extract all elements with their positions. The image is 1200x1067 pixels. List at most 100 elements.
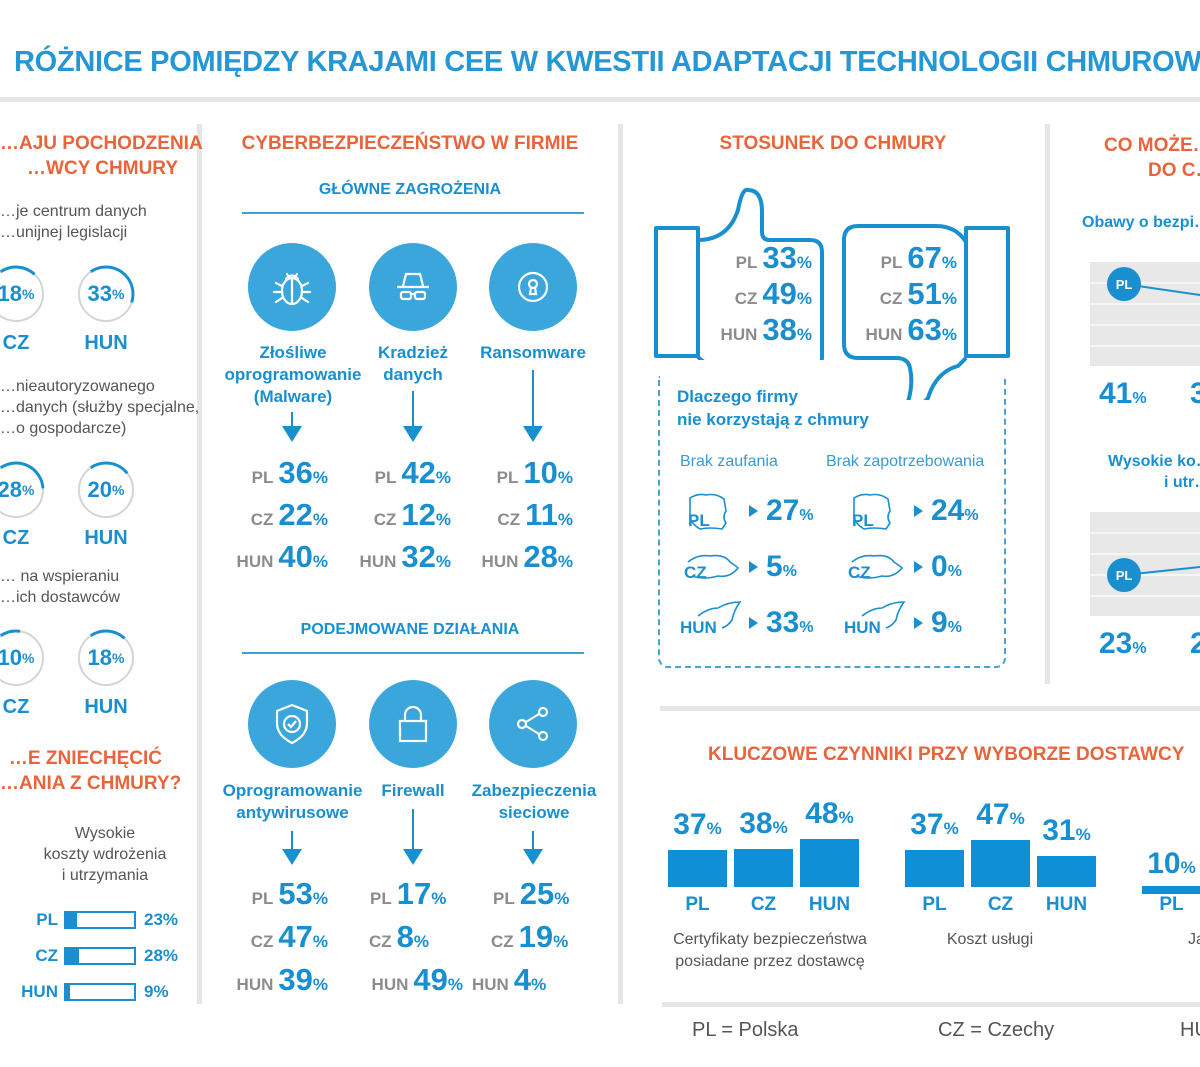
caption-line: posiadane przez dostawcę bbox=[675, 953, 865, 970]
stat-row: CZ 19% bbox=[455, 919, 573, 962]
stat-country: HUN bbox=[865, 325, 903, 344]
label-line: danych bbox=[383, 365, 443, 384]
stat-unit: % bbox=[435, 552, 451, 571]
bar-value: 48 bbox=[805, 797, 839, 830]
bar-unit: % bbox=[943, 819, 959, 838]
stat-unit: % bbox=[312, 552, 328, 571]
line-chart-bg bbox=[1090, 512, 1200, 616]
bar-pl bbox=[1142, 886, 1200, 894]
bar-value-label: 47% bbox=[961, 798, 1040, 832]
ring-arc bbox=[89, 629, 126, 640]
ring-unit: % bbox=[22, 286, 35, 302]
bar-group-caption: Ja… bbox=[1188, 929, 1200, 951]
bug-icon bbox=[248, 243, 336, 331]
ring-stat: 18% bbox=[76, 628, 136, 688]
country-label: CZ bbox=[2, 696, 30, 718]
why-value: 5% bbox=[749, 550, 797, 584]
arrow-shaft bbox=[412, 391, 414, 426]
ring-value: 18 bbox=[0, 281, 23, 306]
thumbs-down-icon bbox=[842, 224, 1010, 400]
stat-unit: % bbox=[413, 932, 430, 951]
ring-value: 18 bbox=[87, 645, 113, 670]
spy-icon bbox=[369, 243, 457, 331]
triangle-right-icon bbox=[749, 505, 758, 517]
data-point: PL bbox=[1107, 558, 1141, 592]
actions-title: PODEJMOWANE DZIAŁANIA bbox=[300, 621, 520, 638]
discourage-title: …E ZNIECHĘCIĆ …ANIA Z CHMURY? bbox=[0, 746, 181, 796]
origin-desc-2: …nieautoryzowanego …danych (służby specj… bbox=[0, 376, 199, 439]
page-title: RÓŻNICE POMIĘDZY KRAJAMI CEE W KWESTII A… bbox=[14, 46, 1200, 78]
bar-category-label: HUN bbox=[808, 894, 851, 915]
data-label: 41% bbox=[1099, 377, 1147, 411]
stat-value: 28 bbox=[523, 539, 558, 574]
line-chart bbox=[1123, 566, 1200, 576]
hbar-country: CZ bbox=[35, 946, 58, 965]
bar-category-label: PL bbox=[1159, 894, 1184, 915]
stat-row: PL 36% bbox=[210, 455, 328, 497]
ring-value: 28 bbox=[0, 477, 23, 502]
stat-country: PL bbox=[251, 889, 274, 908]
why-number: 5 bbox=[766, 550, 783, 583]
bar-category-label: CZ bbox=[750, 894, 777, 915]
stat-unit: % bbox=[557, 468, 573, 487]
arrow-shaft bbox=[412, 809, 414, 849]
threat-stats: PL 10% CZ 11% HUN 28% bbox=[455, 455, 573, 581]
stat-value: 49 bbox=[762, 276, 797, 311]
ring-unit: % bbox=[22, 650, 35, 666]
ring-gauge bbox=[0, 629, 44, 686]
action-label: Firewall bbox=[363, 780, 463, 802]
stat-unit: % bbox=[941, 289, 957, 308]
origin-title: …AJU POCHODZENIA …WCY CHMURY bbox=[0, 131, 203, 181]
label-line: Zabezpieczenia bbox=[471, 781, 597, 800]
actions-rule bbox=[242, 652, 584, 654]
shield-check-icon bbox=[248, 680, 336, 768]
ring-gauge bbox=[0, 461, 45, 518]
hbar-country: HUN bbox=[21, 982, 58, 1001]
why-col-heading: Brak zaufania bbox=[680, 453, 778, 470]
ring-arc bbox=[0, 265, 36, 276]
stat-row: PL 25% bbox=[455, 876, 573, 919]
stat-value: 38 bbox=[762, 312, 797, 347]
stat-value: 10 bbox=[523, 455, 558, 490]
hbar-track bbox=[64, 947, 136, 965]
why-value: 24% bbox=[914, 494, 979, 528]
stat-value: 4 bbox=[513, 962, 532, 997]
stat-unit: % bbox=[312, 932, 328, 951]
stat-row: HUN 63% bbox=[845, 312, 957, 348]
stat-country: CZ bbox=[250, 932, 274, 951]
map-country-label: HUN bbox=[680, 618, 717, 637]
why-number: 33 bbox=[766, 606, 800, 639]
why-value: 33% bbox=[749, 606, 814, 640]
threat-stats: PL 36% CZ 22% HUN 40% bbox=[210, 455, 328, 581]
czech-map-icon bbox=[851, 554, 904, 579]
what-discourages-title: CO MOŻE… DO C… bbox=[1104, 133, 1200, 183]
stat-country: PL bbox=[251, 468, 274, 487]
desc-line: …ich dostawców bbox=[0, 589, 121, 606]
bar-group-caption: Koszt usługi bbox=[880, 929, 1100, 951]
hbar-value: 9% bbox=[144, 982, 169, 1001]
discourage-title-line: …E ZNIECHĘCIĆ bbox=[8, 748, 162, 769]
ring-gauge bbox=[0, 265, 44, 322]
data-unit: % bbox=[1132, 640, 1147, 657]
arrow-shaft bbox=[291, 412, 293, 426]
hbar-row: HUN 9% bbox=[0, 974, 178, 1010]
stat-value: 49 bbox=[413, 962, 448, 997]
stat-value: 33 bbox=[762, 240, 797, 275]
title-divider bbox=[0, 97, 1200, 102]
bar-hun bbox=[1037, 856, 1096, 887]
caption-line: i utrzymania bbox=[61, 867, 149, 884]
label-line: antywirusowe bbox=[236, 803, 349, 822]
bar-value: 38 bbox=[739, 807, 773, 840]
stat-value: 32 bbox=[401, 539, 436, 574]
czech-map-icon bbox=[687, 554, 740, 579]
stat-unit: % bbox=[941, 325, 957, 344]
desc-line: …unijnej legislacji bbox=[0, 224, 128, 241]
stat-value: 47 bbox=[278, 919, 313, 954]
stat-row: CZ 8% bbox=[340, 919, 463, 962]
arrow-shaft bbox=[291, 831, 293, 849]
gridline bbox=[1090, 345, 1200, 347]
stat-value: 67 bbox=[907, 240, 942, 275]
map-country-label: PL bbox=[688, 511, 710, 530]
why-value: 27% bbox=[749, 494, 814, 528]
